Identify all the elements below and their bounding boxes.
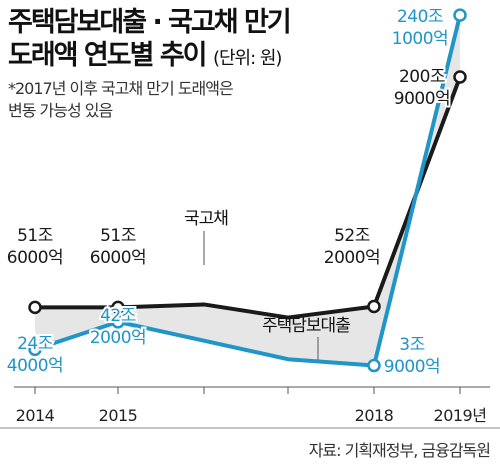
point-marker-0-5 bbox=[453, 70, 467, 84]
point-marker-1-5 bbox=[453, 8, 467, 22]
x-tick-label-5: 2019년 bbox=[434, 406, 487, 425]
series-line-1 bbox=[34, 14, 462, 368]
series-line-0 bbox=[35, 76, 462, 320]
series-name-label-0: 국고채 bbox=[184, 209, 228, 229]
data-label-1-0: 24조 4000억 bbox=[7, 334, 63, 376]
data-label-1-1: 42조 2000억 bbox=[90, 306, 146, 348]
chart-note: *2017년 이후 국고채 만기 도래액은 변동 가능성 있음 bbox=[8, 79, 234, 120]
chart-title-line2-wrap: 도래액 연도별 추이 (단위: 원) bbox=[8, 39, 283, 76]
unit-label: (단위: 원) bbox=[212, 48, 283, 69]
data-label-0-0: 51조 6000억 bbox=[7, 226, 63, 268]
point-marker-0-4 bbox=[367, 299, 381, 314]
x-tick-label-1: 2015 bbox=[99, 406, 138, 425]
data-label-0-4: 52조 2000억 bbox=[324, 226, 380, 268]
chart-title-line2: 도래액 연도별 추이 bbox=[8, 40, 208, 71]
x-tick-label-0: 2014 bbox=[16, 406, 55, 425]
point-marker-1-4 bbox=[367, 358, 381, 373]
source-text: 자료: 기획재정부, 금융감독원 bbox=[308, 441, 491, 460]
fill-between bbox=[35, 15, 460, 366]
data-label-0-1: 51조 6000억 bbox=[90, 226, 146, 268]
data-label-0-5: 200조 9000억 bbox=[394, 67, 450, 109]
point-marker-0-0 bbox=[28, 300, 42, 315]
series-layer bbox=[28, 8, 467, 373]
label-layer: 51조 6000억 51조 6000억 52조 2000억 200조 9000억 24조 4000… bbox=[5, 5, 453, 379]
series-name-label-1: 주택담보대출 bbox=[262, 316, 350, 336]
point-marker-1-1 bbox=[111, 315, 125, 329]
data-label-1-5: 240조 1000억 bbox=[392, 7, 448, 49]
fill-layer bbox=[35, 15, 460, 366]
data-label-1-4: 3조 9000억 bbox=[384, 335, 440, 377]
point-marker-1-0 bbox=[28, 342, 42, 357]
chart-title-line1: 주택담보대출 · 국고채 만기 bbox=[8, 7, 292, 38]
point-marker-0-1 bbox=[111, 300, 125, 315]
axis-layer: 2014 2015 2018 2019년 bbox=[0, 386, 500, 429]
x-tick-label-4: 2018 bbox=[355, 406, 394, 425]
